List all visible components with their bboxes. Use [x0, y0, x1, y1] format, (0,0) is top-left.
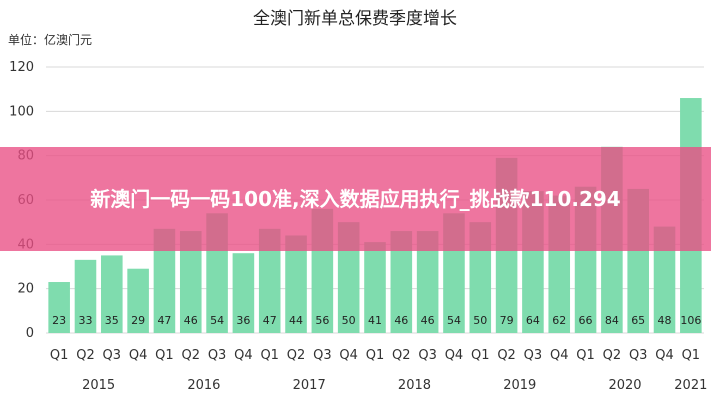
data-label: 36	[236, 314, 250, 327]
data-label: 54	[447, 314, 461, 327]
x-tick-label: Q4	[445, 348, 464, 363]
data-label: 50	[473, 314, 487, 327]
year-label: 2019	[503, 378, 536, 393]
data-label: 54	[210, 314, 224, 327]
overlay-banner[interactable]: 新澳门一码一码100准,深入数据应用执行_挑战款110.294	[0, 147, 711, 251]
year-label: 2018	[398, 378, 431, 393]
data-label: 47	[157, 314, 171, 327]
data-label: 47	[263, 314, 277, 327]
bar	[179, 231, 202, 333]
data-label: 48	[658, 314, 672, 327]
x-tick-label: Q1	[471, 348, 490, 363]
year-label: 2015	[82, 378, 115, 393]
year-label: 2020	[608, 378, 641, 393]
y-tick-label: 0	[26, 326, 34, 341]
data-label: 65	[631, 314, 645, 327]
bar	[127, 268, 149, 333]
x-tick-label: Q4	[129, 348, 148, 363]
bar	[101, 255, 123, 333]
x-tick-label: Q2	[603, 348, 622, 363]
x-tick-label: Q4	[550, 348, 569, 363]
x-tick-label: Q2	[182, 348, 201, 363]
bar	[48, 282, 70, 333]
x-tick-label: Q2	[497, 348, 516, 363]
data-label: 84	[605, 314, 619, 327]
year-label: 2017	[293, 378, 326, 393]
y-tick-label: 120	[9, 60, 34, 75]
bar	[653, 226, 676, 333]
y-tick-label: 100	[9, 104, 34, 119]
bar	[258, 228, 281, 333]
x-tick-label: Q2	[392, 348, 411, 363]
x-tick-label: Q1	[576, 348, 595, 363]
data-label: 44	[289, 314, 303, 327]
x-axis: Q1 Q2 Q3 Q4 Q1 Q2 Q3 Q4 Q1 Q2 Q3 Q4 Q1 Q2 Q3 Q4 Q1 Q2 Q3 Q4…	[50, 348, 707, 393]
data-label: 29	[131, 314, 145, 327]
x-tick-label: Q3	[524, 348, 543, 363]
x-tick-label: Q4	[339, 348, 358, 363]
bar	[153, 228, 176, 333]
x-tick-label: Q2	[287, 348, 306, 363]
data-label: 46	[394, 314, 408, 327]
year-label: 2021	[674, 378, 707, 393]
x-tick-label: Q1	[155, 348, 174, 363]
y-tick-label: 20	[17, 282, 34, 297]
bar	[364, 242, 386, 333]
unit-label: 单位：亿澳门元	[8, 32, 92, 47]
data-label: 56	[315, 314, 329, 327]
x-tick-label: Q4	[234, 348, 253, 363]
year-label: 2016	[187, 378, 220, 393]
data-label: 66	[579, 314, 593, 327]
x-tick-label: Q1	[50, 348, 69, 363]
bar	[74, 259, 97, 333]
x-tick-label: Q3	[208, 348, 227, 363]
chart-title: 全澳门新单总保费季度增长	[253, 9, 457, 29]
data-label: 23	[52, 314, 66, 327]
bar	[232, 253, 255, 333]
bar	[390, 231, 413, 333]
x-tick-label: Q1	[682, 348, 701, 363]
x-tick-label: Q2	[76, 348, 95, 363]
x-tick-label: Q1	[366, 348, 385, 363]
data-label: 50	[342, 314, 356, 327]
bar	[416, 231, 439, 333]
data-label: 33	[78, 314, 92, 327]
bar	[285, 235, 307, 333]
x-tick-label: Q3	[103, 348, 122, 363]
x-tick-label: Q3	[418, 348, 437, 363]
data-label: 41	[368, 314, 382, 327]
data-label: 106	[680, 314, 701, 327]
banner-text[interactable]: 新澳门一码一码100准,深入数据应用执行_挑战款110.294	[90, 187, 621, 211]
data-label: 62	[552, 314, 566, 327]
x-tick-label: Q3	[629, 348, 648, 363]
data-label: 46	[421, 314, 435, 327]
data-label: 79	[500, 314, 514, 327]
x-tick-label: Q4	[655, 348, 674, 363]
data-label: 46	[184, 314, 198, 327]
x-tick-label: Q3	[313, 348, 332, 363]
x-tick-label: Q1	[260, 348, 279, 363]
data-label: 35	[105, 314, 119, 327]
data-label: 64	[526, 314, 540, 327]
